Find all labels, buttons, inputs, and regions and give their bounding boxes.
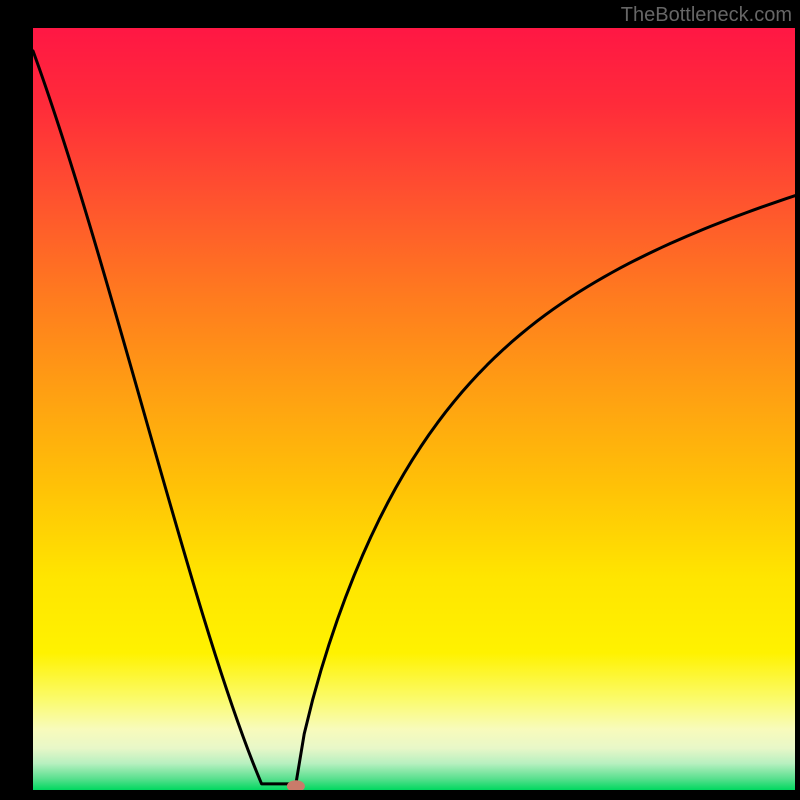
chart-container: TheBottleneck.com	[0, 0, 800, 800]
bottleneck-curve	[33, 51, 795, 784]
watermark-text: TheBottleneck.com	[621, 4, 792, 27]
minimum-marker	[287, 780, 305, 790]
chart-svg	[33, 28, 795, 790]
plot-area	[33, 28, 795, 790]
